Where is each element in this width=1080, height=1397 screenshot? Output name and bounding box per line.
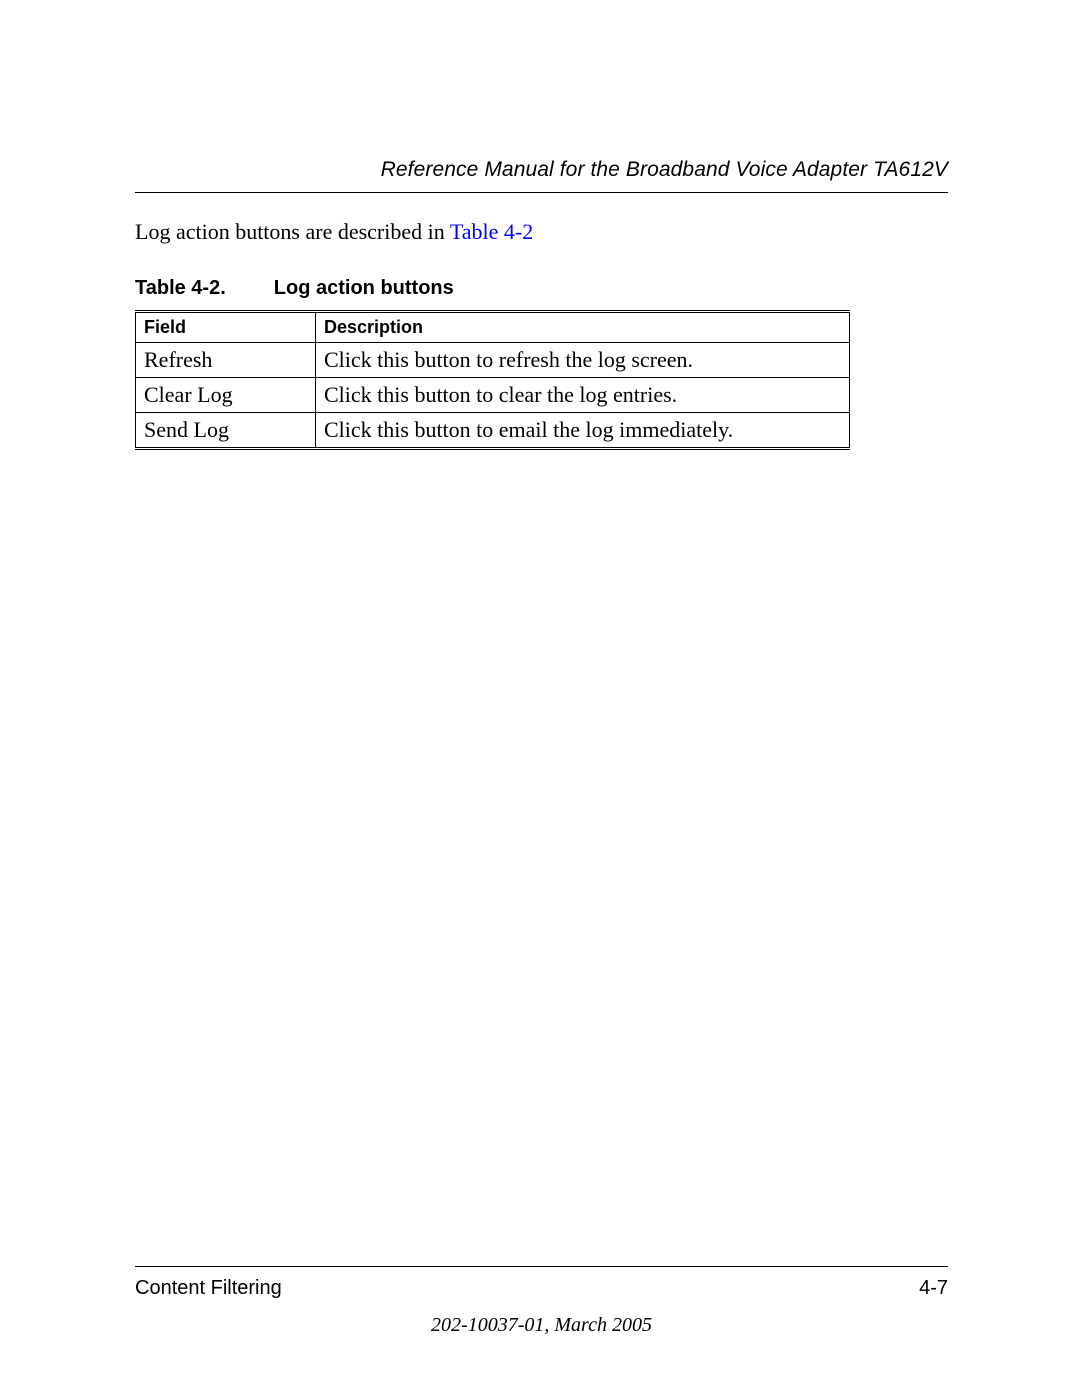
log-action-table: Field Description Refresh Click this but… [135, 310, 850, 450]
page-footer: Content Filtering 4-7 202-10037-01, Marc… [135, 1266, 948, 1337]
table-row: Send Log Click this button to email the … [136, 413, 850, 449]
table-header-cell: Field [136, 312, 316, 343]
table-cell: Refresh [136, 343, 316, 378]
table-header-cell: Description [316, 312, 850, 343]
footer-rule [135, 1266, 948, 1267]
table-cell: Click this button to email the log immed… [316, 413, 850, 449]
table-cell: Click this button to clear the log entri… [316, 378, 850, 413]
footer-doc-info: 202-10037-01, March 2005 [135, 1314, 948, 1337]
table-cell: Click this button to refresh the log scr… [316, 343, 850, 378]
table-cell: Clear Log [136, 378, 316, 413]
document-page: Reference Manual for the Broadband Voice… [0, 0, 1080, 1397]
table-caption-number: Table 4-2. [135, 277, 226, 300]
intro-paragraph: Log action buttons are described in Tabl… [135, 219, 948, 245]
intro-text: Log action buttons are described in [135, 219, 450, 244]
table-xref-link[interactable]: Table 4-2 [450, 219, 533, 244]
table-caption-title: Log action buttons [274, 277, 454, 299]
header-rule [135, 192, 948, 193]
table-cell: Send Log [136, 413, 316, 449]
footer-section-name: Content Filtering [135, 1277, 282, 1300]
footer-page-number: 4-7 [919, 1277, 948, 1300]
running-header: Reference Manual for the Broadband Voice… [135, 158, 948, 182]
table-caption: Table 4-2. Log action buttons [135, 277, 948, 300]
table-row: Clear Log Click this button to clear the… [136, 378, 850, 413]
table-row: Refresh Click this button to refresh the… [136, 343, 850, 378]
table-header-row: Field Description [136, 312, 850, 343]
footer-line: Content Filtering 4-7 [135, 1277, 948, 1300]
